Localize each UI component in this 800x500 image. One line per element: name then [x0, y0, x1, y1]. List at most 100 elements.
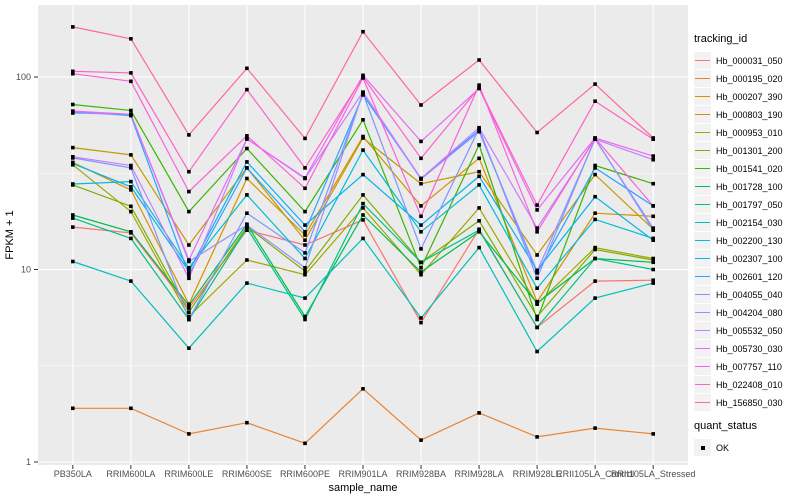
data-point: [361, 206, 365, 210]
legend-line-swatch: [695, 383, 710, 386]
legend-item: Hb_002307_100: [694, 250, 800, 267]
legend-line-swatch: [695, 113, 710, 116]
data-point: [651, 181, 655, 186]
legend-item-label: Hb_000195_020: [716, 73, 783, 84]
black-square-marker-icon: [700, 445, 705, 450]
data-point: [303, 251, 307, 255]
data-point: [245, 420, 249, 425]
data-point: [535, 301, 539, 305]
data-point: [419, 270, 423, 274]
data-point: [651, 278, 655, 282]
data-point: [187, 303, 191, 308]
data-point: [187, 346, 191, 350]
data-point: [129, 79, 133, 84]
legend-key-swatch: [694, 304, 711, 321]
legend-item: Hb_004055_040: [694, 286, 800, 303]
data-point: [129, 188, 133, 192]
data-point: [419, 176, 423, 181]
data-point: [593, 136, 597, 140]
data-point: [419, 260, 423, 265]
data-point: [477, 228, 481, 232]
data-point: [187, 133, 191, 137]
legend-line-swatch: [695, 311, 710, 314]
data-point: [535, 317, 539, 322]
legend-item: Hb_001728_100: [694, 178, 800, 195]
data-point: [71, 145, 75, 150]
data-point: [303, 233, 307, 237]
legend-item: Hb_007757_110: [694, 358, 800, 375]
data-point: [361, 29, 365, 34]
legend-item: Hb_002601_120: [694, 268, 800, 285]
data-point: [303, 269, 307, 273]
legend-panel: tracking_id Hb_000031_050 Hb_000195_020 Hb…: [694, 33, 800, 457]
data-point: [651, 228, 655, 232]
x-tick-label: RRII105LA_Control: [556, 469, 634, 479]
tracking-legend-title: tracking_id: [694, 33, 748, 45]
data-point: [303, 272, 307, 277]
data-point: [303, 317, 307, 322]
x-axis-title: sample_name: [328, 482, 397, 494]
legend-line-swatch: [695, 167, 710, 170]
legend-item-label: Hb_001728_100: [716, 181, 783, 192]
data-point: [245, 66, 249, 71]
legend-key-swatch: [694, 358, 711, 375]
legend-key-swatch: [694, 340, 711, 357]
legend-item-label: Hb_001301_200: [716, 145, 783, 156]
data-point: [303, 176, 307, 180]
data-point: [477, 219, 481, 223]
data-point: [187, 258, 191, 262]
data-point: [187, 243, 191, 247]
data-point: [593, 217, 597, 222]
data-point: [419, 204, 423, 208]
legend-item-label: Hb_000207_390: [716, 91, 783, 102]
data-point: [651, 136, 655, 140]
legend-item: Hb_001541_020: [694, 160, 800, 177]
data-point: [419, 230, 423, 234]
data-point: [187, 276, 191, 281]
quant-legend-items: OK: [694, 439, 800, 456]
data-point: [651, 157, 655, 162]
x-tick-label: RRII105LA_Stressed: [611, 469, 696, 479]
data-point: [361, 218, 365, 222]
legend-item-label: Hb_002200_130: [716, 235, 783, 246]
data-point: [303, 266, 307, 270]
legend-item-label: Hb_001541_020: [716, 163, 783, 174]
legend-key-swatch: [694, 394, 711, 411]
y-tick-label: 1: [26, 457, 31, 467]
data-point: [535, 130, 539, 135]
legend-key-swatch: [694, 322, 711, 339]
legend-key-swatch: [694, 88, 711, 105]
legend-key-swatch: [694, 160, 711, 177]
data-point: [593, 211, 597, 215]
legend-item: Hb_001301_200: [694, 142, 800, 159]
legend-item: Hb_000803_190: [694, 106, 800, 123]
data-point: [477, 183, 481, 187]
data-point: [361, 213, 365, 217]
data-point: [477, 411, 481, 415]
data-point: [303, 256, 307, 261]
legend-item-label: Hb_004055_040: [716, 289, 783, 300]
data-point: [245, 223, 249, 227]
data-point: [361, 136, 365, 140]
legend-item-label: Hb_005730_030: [716, 343, 783, 354]
data-point: [651, 281, 655, 285]
data-point: [535, 230, 539, 234]
legend-item: Hb_000031_050: [694, 52, 800, 69]
data-point: [535, 286, 539, 290]
data-point: [129, 71, 133, 75]
data-point: [129, 230, 133, 234]
data-point: [187, 317, 191, 322]
legend-line-swatch: [695, 293, 710, 296]
data-point: [535, 269, 539, 273]
data-point: [71, 406, 75, 411]
legend-item: Hb_002154_030: [694, 214, 800, 231]
data-point: [187, 269, 191, 273]
data-point: [129, 279, 133, 283]
data-point: [187, 306, 191, 310]
legend-key-swatch: [694, 376, 711, 393]
legend-item-label: Hb_156850_030: [716, 397, 783, 408]
data-point: [593, 426, 597, 430]
legend-line-swatch: [695, 257, 710, 260]
legend-item-label: Hb_001797_050: [716, 199, 783, 210]
